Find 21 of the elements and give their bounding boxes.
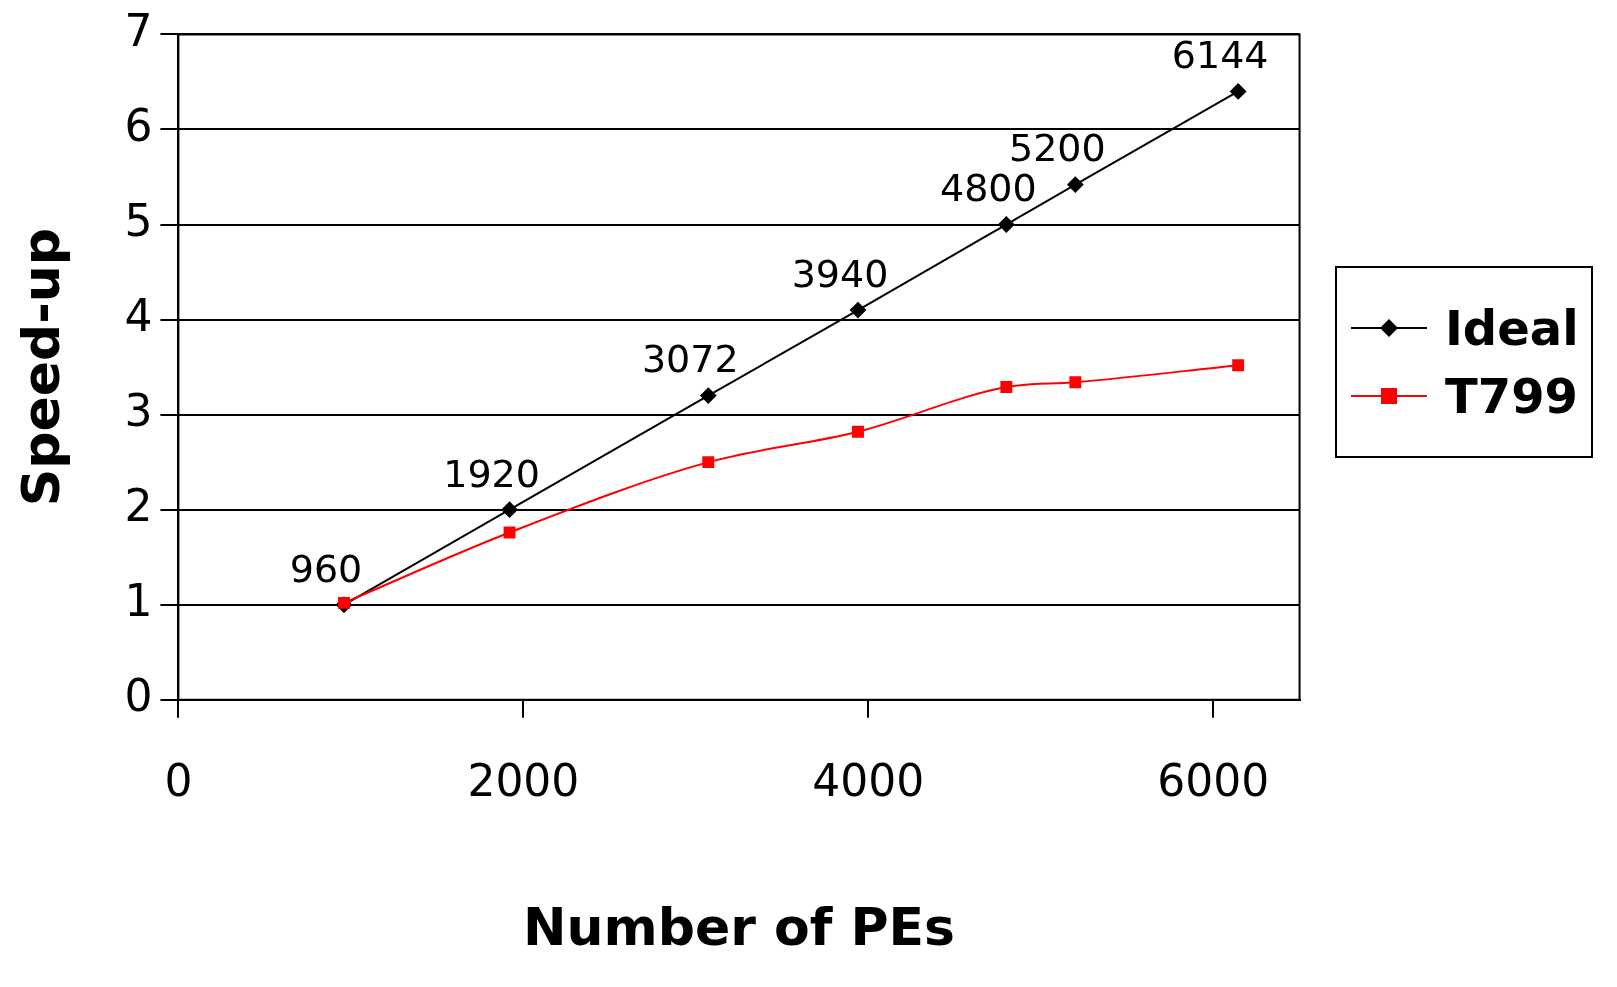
annotation: 3072 [641, 337, 739, 382]
y-tick-label: 3 [124, 385, 153, 437]
y-tick-label: 1 [124, 575, 153, 627]
y-tick-label: 5 [124, 194, 153, 246]
x-axis-title: Number of PEs [522, 897, 955, 958]
y-tick-label: 6 [124, 99, 153, 151]
y-tick-label: 4 [124, 290, 153, 342]
x-tick-label: 2000 [467, 754, 580, 806]
x-tick-label: 4000 [812, 754, 925, 806]
annotation: 6144 [1171, 33, 1269, 78]
legend-label: T799 [1445, 368, 1578, 424]
y-tick-label: 2 [124, 480, 153, 532]
y-axis-title: Speed-up [10, 227, 71, 507]
y-tick-label: 0 [124, 670, 153, 722]
annotation: 1920 [443, 451, 540, 496]
y-tick-label: 7 [124, 4, 153, 56]
x-tick-label: 6000 [1157, 754, 1270, 806]
annotation: 960 [289, 546, 363, 591]
x-tick-label: 0 [164, 754, 193, 806]
legend-label: Ideal [1445, 300, 1579, 356]
annotation: 3940 [791, 251, 889, 296]
